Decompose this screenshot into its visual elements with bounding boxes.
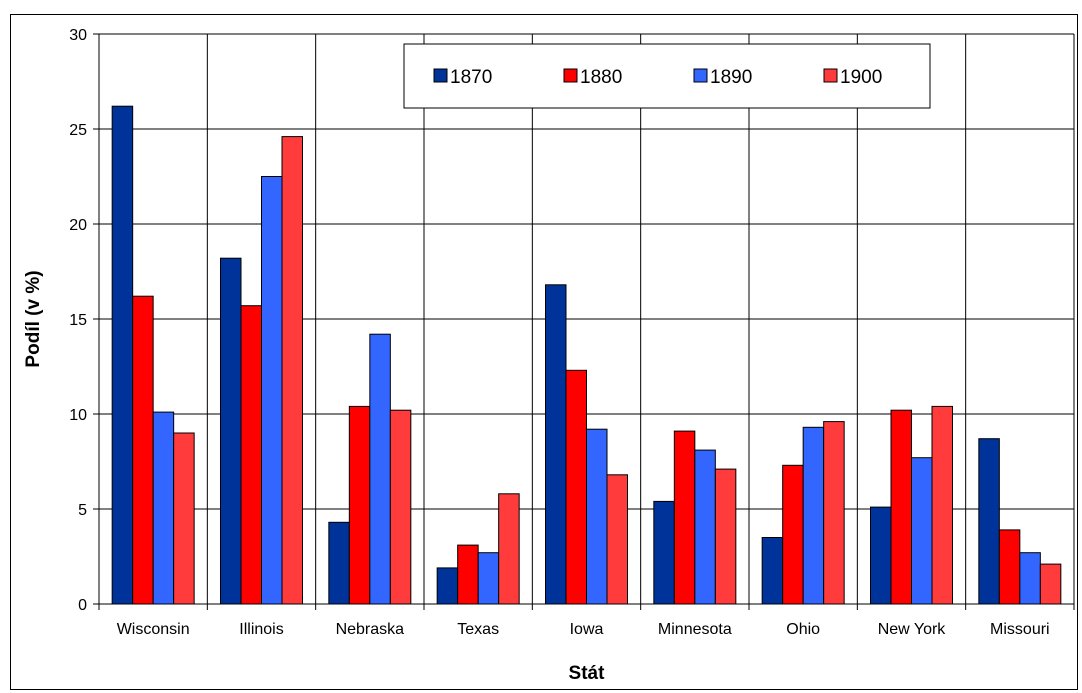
legend-label-1900: 1900 bbox=[840, 67, 882, 88]
bar-1870-ohio bbox=[761, 537, 784, 605]
x-tick-label: Ohio bbox=[786, 621, 820, 638]
bar-1900-minnesota bbox=[714, 468, 737, 605]
legend-label-1880: 1880 bbox=[580, 67, 622, 88]
x-tick-label: Texas bbox=[457, 621, 499, 638]
bar-1890-minnesota bbox=[694, 449, 716, 605]
y-tick-label: 20 bbox=[69, 217, 87, 234]
bar-1880-iowa bbox=[565, 369, 587, 605]
x-tick-labels: Wisconsin Illinois Nebraska Texas Iowa Minnes… bbox=[117, 621, 1050, 638]
legend-swatch-1880 bbox=[563, 68, 578, 83]
bar-1890-illinois bbox=[261, 176, 283, 605]
bar-1890-iowa bbox=[586, 428, 608, 605]
y-tick-label: 10 bbox=[69, 407, 87, 424]
bar-1880-wisconsin bbox=[132, 295, 154, 605]
x-tick-label: Nebraska bbox=[336, 621, 405, 638]
x-tick-label: Illinois bbox=[239, 621, 283, 638]
legend-box bbox=[403, 43, 931, 109]
x-tick-label: Wisconsin bbox=[117, 621, 190, 638]
bar-1900-iowa bbox=[606, 474, 628, 605]
y-tick-label: 0 bbox=[78, 597, 87, 614]
legend: 1870 1880 1890 1900 bbox=[403, 43, 931, 109]
bar-1880-nebraska bbox=[348, 405, 371, 605]
x-tick-label: Iowa bbox=[570, 621, 604, 638]
bar-1870-iowa bbox=[545, 284, 567, 605]
legend-swatch-1890 bbox=[693, 68, 708, 83]
bar-1880-new-york bbox=[890, 409, 912, 605]
bar-1900-missouri bbox=[1039, 563, 1062, 605]
bar-chart: 0 5 10 15 20 25 30 Wisconsin Illinois Nebraska Te… bbox=[23, 27, 1075, 684]
y-tick-label: 25 bbox=[69, 122, 87, 139]
bar-1900-illinois bbox=[281, 136, 303, 605]
x-axis-title: Stát bbox=[569, 663, 606, 684]
bar-1900-new-york bbox=[931, 405, 953, 605]
bar-1870-wisconsin bbox=[111, 105, 134, 605]
bar-1890-texas bbox=[477, 552, 500, 605]
bar-1880-illinois bbox=[240, 305, 262, 605]
bar-1880-missouri bbox=[998, 529, 1021, 605]
bar-1870-missouri bbox=[978, 438, 1000, 605]
y-tick-labels: 0 5 10 15 20 25 30 bbox=[69, 27, 87, 614]
bar-1870-nebraska bbox=[328, 521, 350, 605]
x-tick-label: New York bbox=[878, 621, 947, 638]
bar-1870-new-york bbox=[870, 506, 892, 605]
x-tick-label: Missouri bbox=[990, 621, 1050, 638]
bar-1890-new-york bbox=[911, 457, 933, 605]
y-tick-label: 15 bbox=[69, 312, 87, 329]
bar-1890-nebraska bbox=[369, 333, 391, 605]
bar-1880-texas bbox=[457, 544, 479, 605]
legend-swatch-1870 bbox=[433, 68, 448, 83]
bar-1900-ohio bbox=[823, 421, 845, 605]
legend-label-1890: 1890 bbox=[710, 67, 752, 88]
bar-1900-wisconsin bbox=[173, 432, 195, 605]
bar-1870-illinois bbox=[220, 257, 242, 605]
legend-swatch-1900 bbox=[823, 68, 838, 83]
bars bbox=[111, 105, 1062, 605]
y-axis-title: Podíl (v %) bbox=[23, 270, 44, 367]
bar-1880-ohio bbox=[782, 464, 804, 605]
bar-1870-minnesota bbox=[653, 500, 675, 605]
y-tick-label: 5 bbox=[78, 502, 87, 519]
bar-1880-minnesota bbox=[673, 430, 696, 605]
axes bbox=[93, 33, 1075, 610]
bar-1890-wisconsin bbox=[152, 411, 175, 605]
bar-1870-texas bbox=[436, 567, 459, 605]
y-tick-label: 30 bbox=[69, 27, 87, 44]
bar-1890-missouri bbox=[1019, 552, 1041, 605]
bar-1900-nebraska bbox=[389, 409, 412, 605]
chart-frame: 0 5 10 15 20 25 30 Wisconsin Illinois Nebraska Te… bbox=[10, 14, 1078, 690]
bar-1890-ohio bbox=[802, 426, 825, 605]
legend-label-1870: 1870 bbox=[450, 67, 492, 88]
x-tick-label: Minnesota bbox=[658, 621, 732, 638]
bar-1900-texas bbox=[498, 493, 520, 605]
